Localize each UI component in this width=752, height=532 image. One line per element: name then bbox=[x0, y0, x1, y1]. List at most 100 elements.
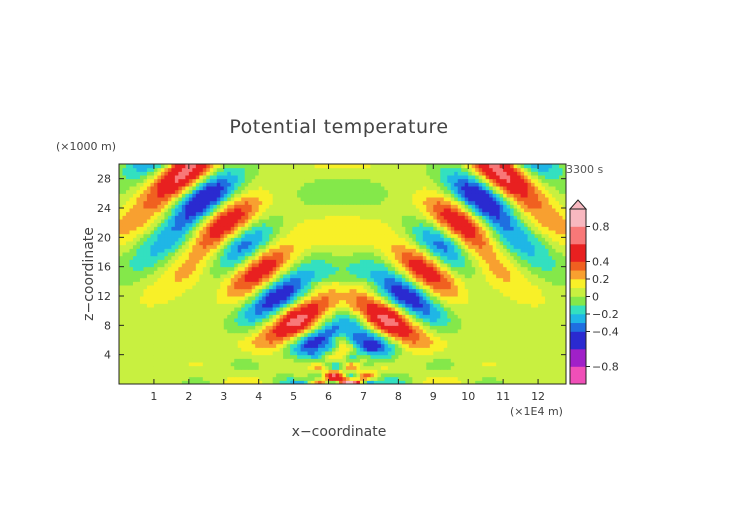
heatmap-cell bbox=[293, 314, 298, 319]
heatmap-cell bbox=[153, 336, 158, 341]
heatmap-cell bbox=[300, 380, 305, 385]
heatmap-cell bbox=[485, 285, 490, 290]
heatmap-cell bbox=[300, 288, 305, 293]
heatmap-cell bbox=[359, 380, 364, 385]
heatmap-cell bbox=[440, 376, 445, 381]
heatmap-cell bbox=[262, 270, 267, 275]
heatmap-cell bbox=[461, 244, 466, 249]
heatmap-cell bbox=[450, 244, 455, 249]
heatmap-cell bbox=[272, 241, 277, 246]
heatmap-cell bbox=[297, 376, 302, 381]
heatmap-cell bbox=[311, 296, 316, 301]
heatmap-cell bbox=[412, 299, 417, 304]
heatmap-cell bbox=[503, 325, 508, 330]
heatmap-cell bbox=[559, 365, 564, 370]
heatmap-cell bbox=[352, 347, 357, 352]
heatmap-cell bbox=[457, 274, 462, 279]
heatmap-cell bbox=[129, 281, 134, 286]
heatmap-cell bbox=[216, 340, 221, 345]
heatmap-cell bbox=[132, 274, 137, 279]
heatmap-cell bbox=[545, 325, 550, 330]
heatmap-cell bbox=[548, 248, 553, 253]
heatmap-cell bbox=[181, 321, 186, 326]
heatmap-cell bbox=[272, 340, 277, 345]
heatmap-cell bbox=[538, 259, 543, 264]
heatmap-cell bbox=[209, 307, 214, 312]
heatmap-cell bbox=[122, 318, 127, 323]
heatmap-cell bbox=[146, 299, 151, 304]
heatmap-cell bbox=[454, 270, 459, 275]
heatmap-cell bbox=[436, 358, 441, 363]
heatmap-cell bbox=[352, 362, 357, 367]
heatmap-cell bbox=[426, 362, 431, 367]
heatmap-cell bbox=[468, 277, 473, 282]
heatmap-cell bbox=[450, 332, 455, 337]
heatmap-cell bbox=[506, 358, 511, 363]
heatmap-cell bbox=[394, 281, 399, 286]
heatmap-cell bbox=[318, 310, 323, 315]
heatmap-cell bbox=[143, 362, 148, 367]
heatmap-cell bbox=[405, 248, 410, 253]
heatmap-cell bbox=[464, 332, 469, 337]
heatmap-cell bbox=[272, 288, 277, 293]
heatmap-cell bbox=[391, 332, 396, 337]
heatmap-cell bbox=[223, 252, 228, 257]
heatmap-cell bbox=[496, 285, 501, 290]
heatmap-cell bbox=[216, 292, 221, 297]
heatmap-cell bbox=[517, 380, 522, 385]
heatmap-cell bbox=[171, 318, 176, 323]
heatmap-cell bbox=[129, 376, 134, 381]
heatmap-cell bbox=[405, 310, 410, 315]
heatmap-cell bbox=[499, 314, 504, 319]
heatmap-cell bbox=[499, 321, 504, 326]
heatmap-cell bbox=[119, 274, 123, 279]
heatmap-cell bbox=[478, 318, 483, 323]
heatmap-cell bbox=[552, 321, 557, 326]
heatmap-cell bbox=[304, 325, 309, 330]
heatmap-cell bbox=[475, 369, 480, 374]
heatmap-cell bbox=[237, 281, 242, 286]
heatmap-cell bbox=[454, 274, 459, 279]
heatmap-cell bbox=[440, 307, 445, 312]
heatmap-cell bbox=[520, 336, 525, 341]
heatmap-cell bbox=[440, 314, 445, 319]
heatmap-cell bbox=[216, 376, 221, 381]
heatmap-cell bbox=[548, 241, 553, 246]
heatmap-cell bbox=[366, 380, 371, 385]
heatmap-cell bbox=[328, 241, 333, 246]
heatmap-cell bbox=[541, 285, 546, 290]
heatmap-cell bbox=[258, 358, 263, 363]
heatmap-cell bbox=[311, 336, 316, 341]
heatmap-cell bbox=[405, 292, 410, 297]
heatmap-cell bbox=[443, 318, 448, 323]
heatmap-cell bbox=[457, 362, 462, 367]
heatmap-cell bbox=[391, 292, 396, 297]
heatmap-cell bbox=[265, 299, 270, 304]
heatmap-cell bbox=[297, 362, 302, 367]
heatmap-cell bbox=[332, 376, 337, 381]
heatmap-cell bbox=[387, 310, 392, 315]
heatmap-cell bbox=[286, 373, 291, 378]
heatmap-cell bbox=[209, 292, 214, 297]
heatmap-cell bbox=[384, 266, 389, 271]
heatmap-cell bbox=[457, 252, 462, 257]
heatmap-cell bbox=[559, 362, 564, 367]
heatmap-cell bbox=[510, 266, 515, 271]
heatmap-cell bbox=[269, 318, 274, 323]
heatmap-cell bbox=[457, 266, 462, 271]
heatmap-cell bbox=[370, 288, 375, 293]
heatmap-cell bbox=[262, 321, 267, 326]
heatmap-cell bbox=[520, 252, 525, 257]
heatmap-cell bbox=[478, 362, 483, 367]
heatmap-cell bbox=[244, 310, 249, 315]
heatmap-cell bbox=[335, 274, 340, 279]
heatmap-cell bbox=[426, 329, 431, 334]
heatmap-cell bbox=[366, 303, 371, 308]
heatmap-cell bbox=[366, 332, 371, 337]
heatmap-cell bbox=[223, 336, 228, 341]
heatmap-cell bbox=[370, 281, 375, 286]
heatmap-cell bbox=[387, 266, 392, 271]
heatmap-cell bbox=[359, 369, 364, 374]
heatmap-cell bbox=[157, 270, 162, 275]
heatmap-cell bbox=[478, 281, 483, 286]
